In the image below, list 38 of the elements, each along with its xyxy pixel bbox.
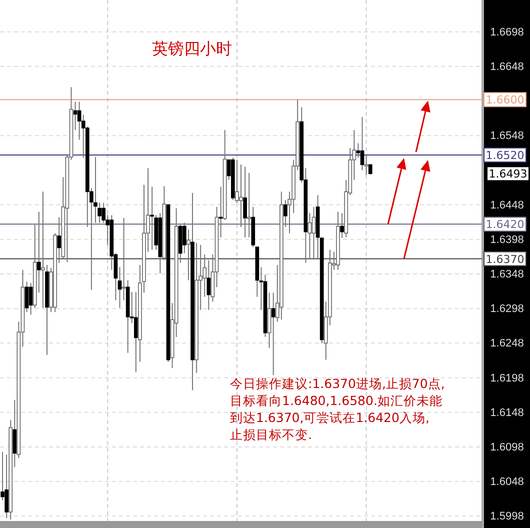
y-tick-label: 1.6398	[490, 234, 524, 246]
ref-line-label: 1.6600	[486, 94, 524, 107]
candlestick	[122, 217, 126, 301]
text: 1.6493	[488, 168, 528, 181]
y-tick-label: 1.6148	[490, 406, 524, 419]
candlestick	[28, 282, 33, 316]
candlestick	[4, 454, 8, 519]
y-tick-label: 1.6698	[490, 26, 524, 38]
candlestick	[77, 101, 82, 140]
candlestick	[150, 186, 154, 250]
y-tick-label: 1.6198	[490, 372, 524, 384]
y-tick-label: 1.5998	[490, 510, 524, 523]
annotation: 到达1.6370,可尝试在1.6420入场,	[230, 410, 430, 425]
annotation: 今日操作建议:1.6370进场,止损70点,	[230, 376, 445, 391]
candlestick	[340, 212, 344, 239]
ref-line-label: 1.6370	[486, 252, 524, 266]
y-tick-label: 1.6298	[490, 303, 524, 316]
candlestick	[360, 116, 364, 171]
text: 英镑四小时	[152, 39, 232, 58]
y-tick-label: 1.6048	[490, 476, 524, 488]
ref-line-label: 1.6420	[486, 218, 524, 232]
candlestick	[12, 399, 17, 468]
candlestick	[243, 166, 247, 238]
candlestick	[57, 216, 62, 264]
candlestick	[271, 292, 276, 376]
y-tick-label: 1.6448	[490, 199, 524, 212]
candlestick	[312, 206, 316, 259]
y-tick-label: 1.6098	[490, 441, 524, 454]
candlestick	[134, 291, 138, 373]
annotation: 止损目标不变.	[230, 427, 312, 442]
annotation: 目标看向1.6480,1.6580.如汇价未能	[230, 393, 442, 408]
y-tick-label: 1.6548	[490, 130, 524, 142]
y-tick-label: 1.6348	[490, 268, 524, 281]
y-tick-label: 1.6648	[490, 60, 524, 73]
y-tick-label: 1.6248	[490, 338, 524, 350]
ref-line-label: 1.6520	[486, 148, 524, 162]
candlestick	[308, 212, 312, 259]
candlestick	[24, 281, 29, 313]
